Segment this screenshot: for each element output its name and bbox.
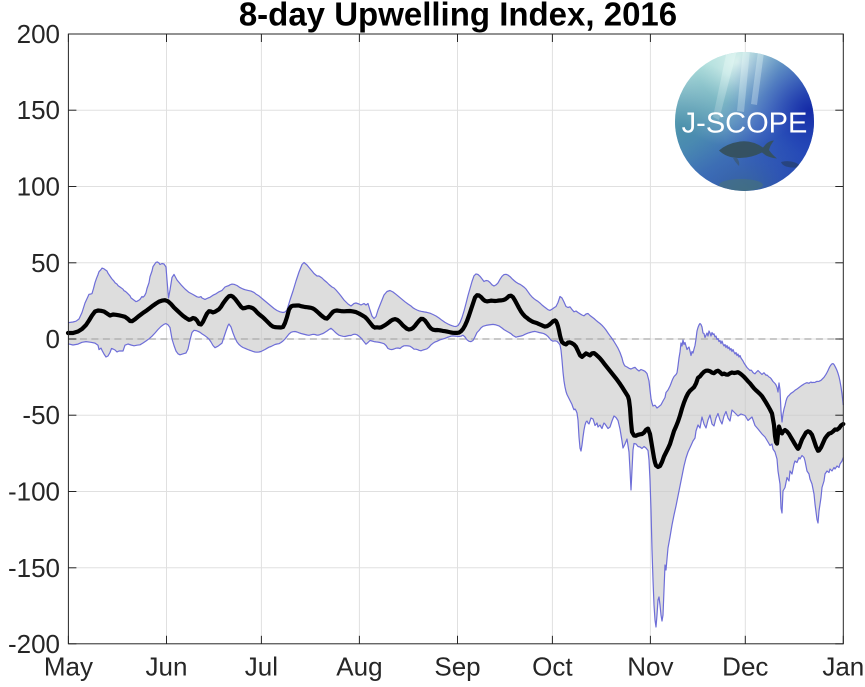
svg-text:150: 150 (17, 95, 60, 125)
svg-text:100: 100 (17, 172, 60, 202)
svg-text:-50: -50 (22, 400, 60, 430)
svg-text:Sep: Sep (434, 652, 480, 682)
svg-text:Nov: Nov (627, 652, 673, 682)
svg-text:0: 0 (46, 324, 60, 354)
svg-text:Jun: Jun (146, 652, 188, 682)
svg-text:50: 50 (31, 248, 60, 278)
svg-text:-200: -200 (8, 629, 60, 659)
svg-text:200: 200 (17, 19, 60, 49)
svg-text:Aug: Aug (336, 652, 382, 682)
svg-text:Dec: Dec (722, 652, 768, 682)
svg-text:J-SCOPE: J-SCOPE (682, 108, 808, 140)
svg-text:May: May (44, 652, 93, 682)
svg-text:Jan: Jan (822, 652, 864, 682)
svg-text:Oct: Oct (532, 652, 573, 682)
svg-text:-150: -150 (8, 553, 60, 583)
svg-text:Jul: Jul (245, 652, 278, 682)
svg-text:8-day Upwelling Index, 2016: 8-day Upwelling Index, 2016 (239, 0, 677, 33)
svg-text:-100: -100 (8, 477, 60, 507)
